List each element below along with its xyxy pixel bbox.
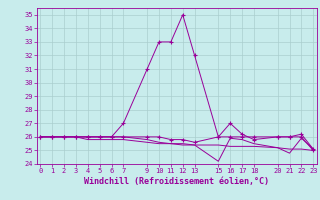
X-axis label: Windchill (Refroidissement éolien,°C): Windchill (Refroidissement éolien,°C) [84,177,269,186]
